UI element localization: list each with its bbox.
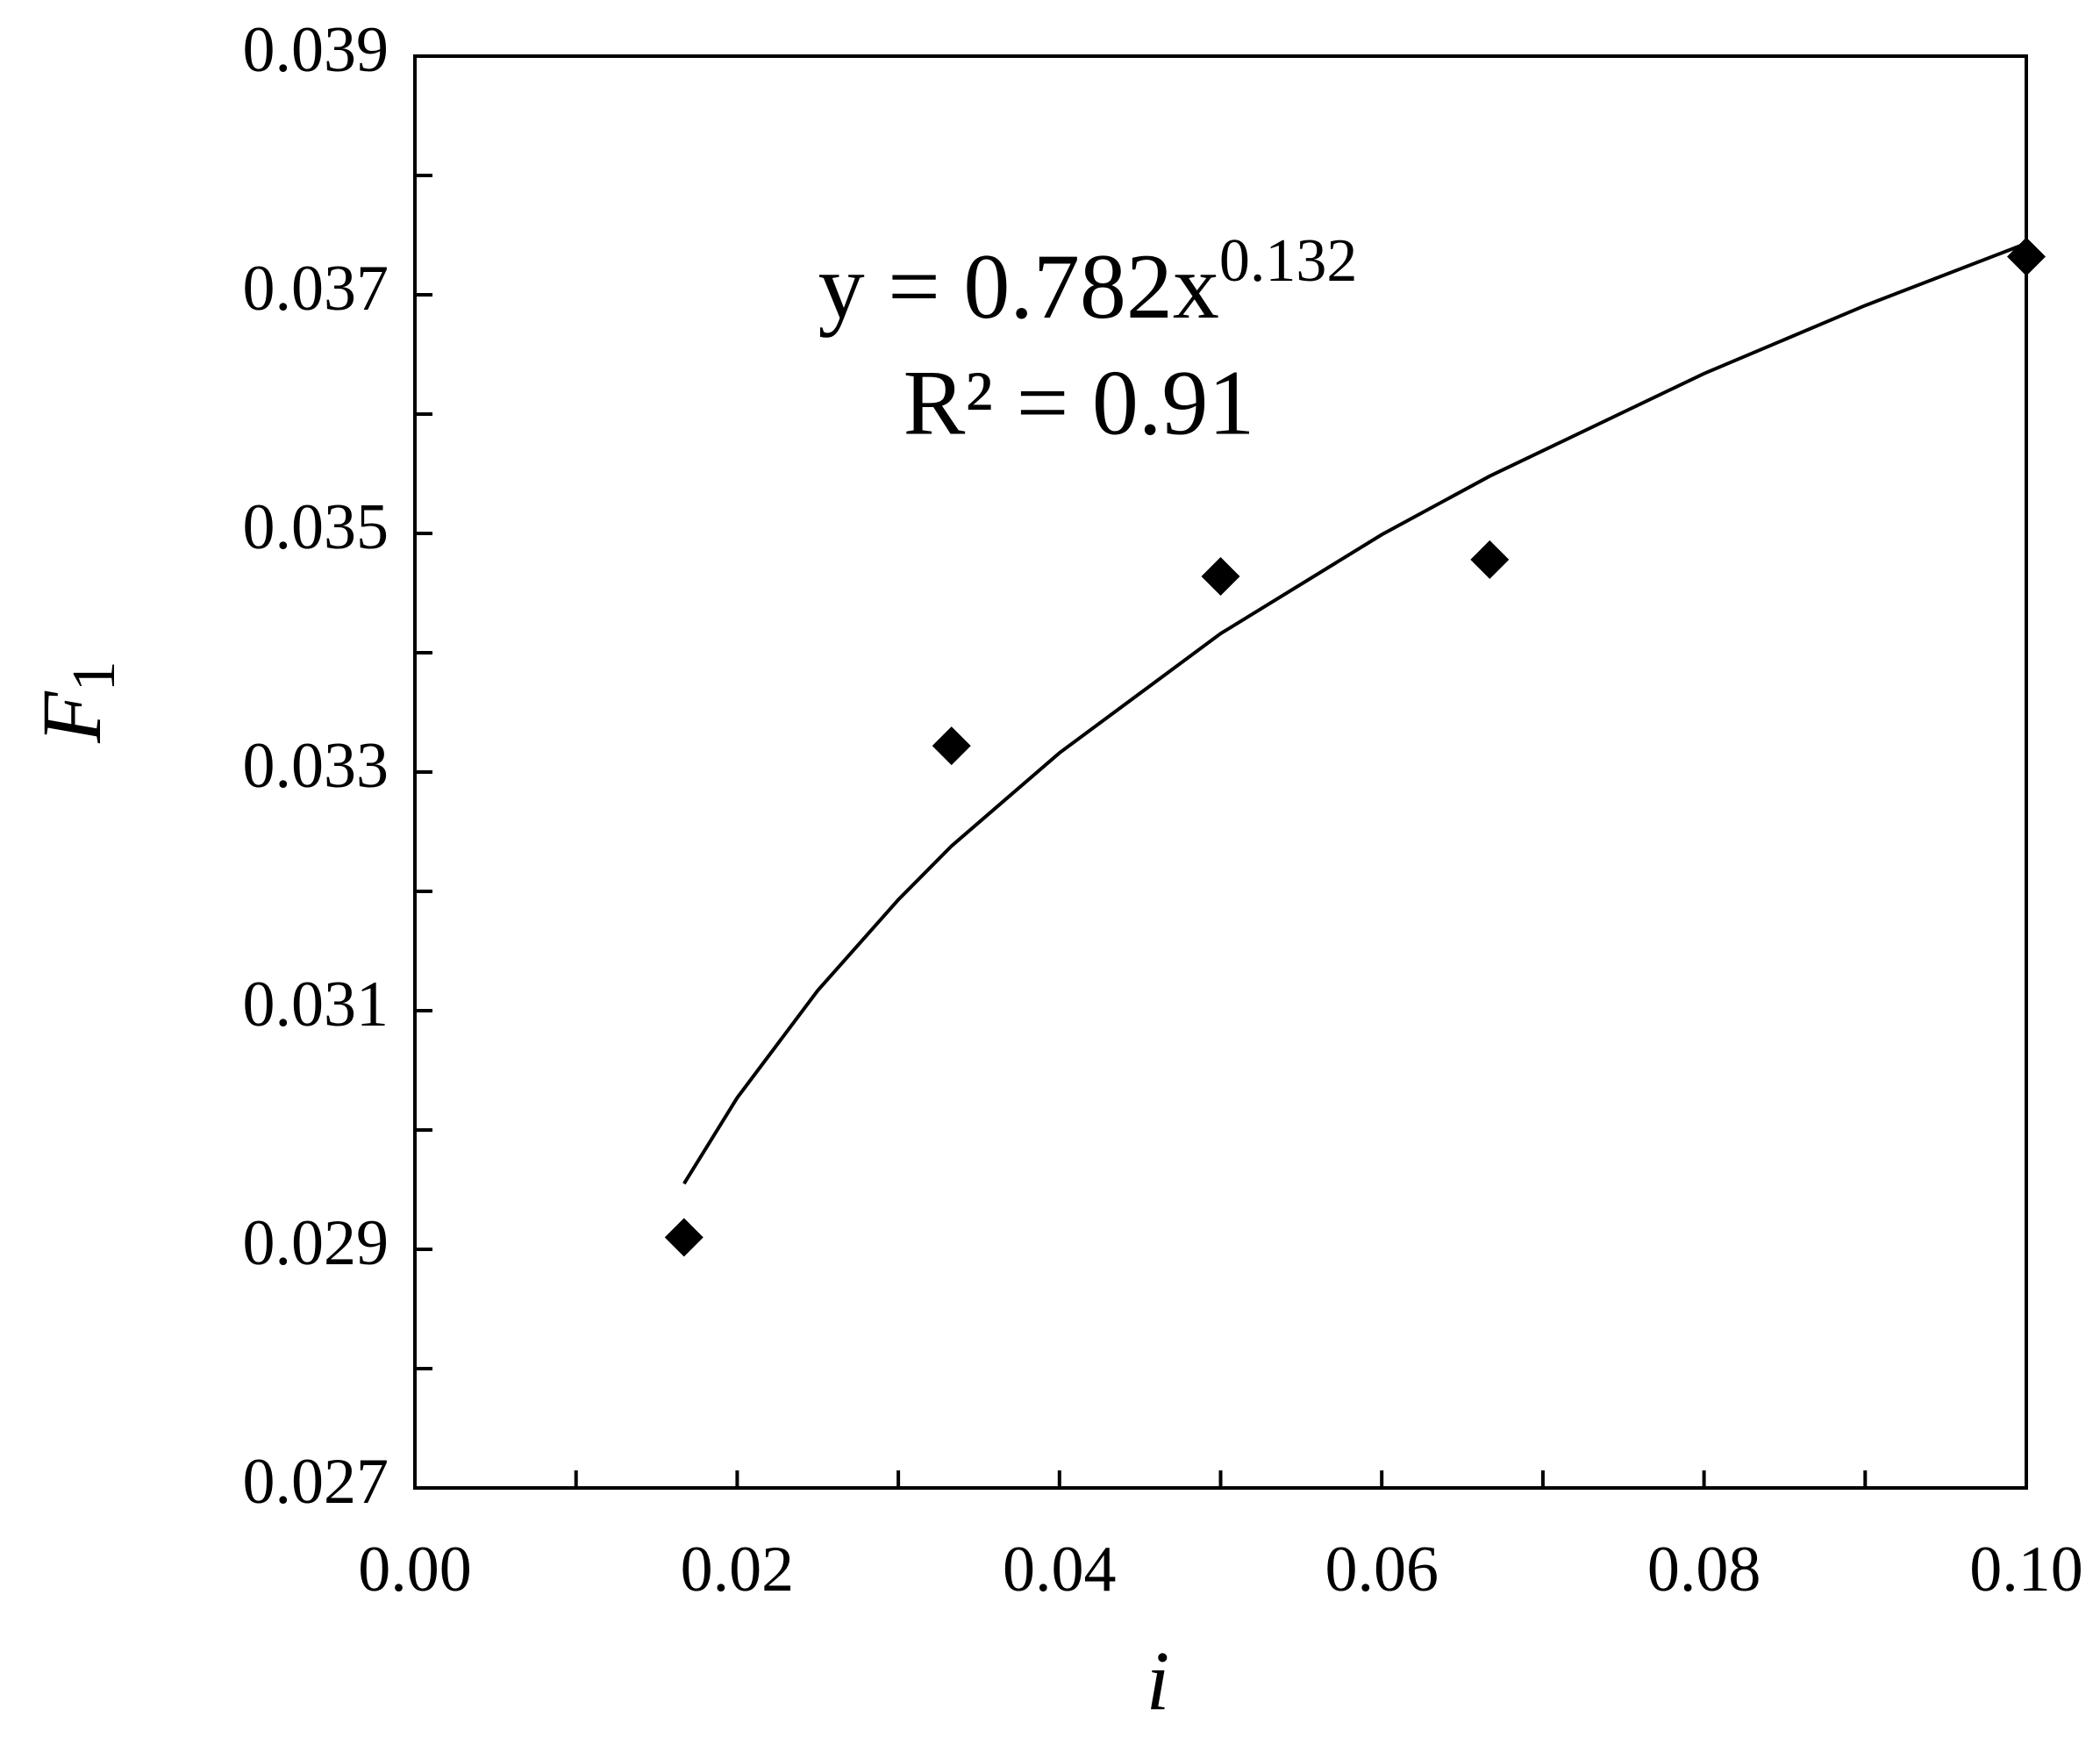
y-tick-label: 0.031 (243, 969, 389, 1041)
y-tick-label: 0.033 (243, 730, 389, 802)
x-tick-label: 0.00 (358, 1534, 472, 1606)
equation-text: y = 0.782x (818, 235, 1219, 338)
r-squared: R² = 0.91 (904, 351, 1255, 454)
x-tick-label: 0.08 (1647, 1534, 1761, 1606)
data-point (1201, 556, 1240, 596)
data-point (664, 1218, 704, 1257)
y-tick-label: 0.035 (243, 491, 389, 563)
y-axis-label-main: F (25, 690, 118, 744)
y-tick-label: 0.037 (243, 253, 389, 325)
x-tick-label: 0.10 (1969, 1534, 2083, 1606)
y-tick-label: 0.029 (243, 1207, 389, 1279)
fit-equation: y = 0.782x0.132 (818, 227, 1358, 338)
y-tick-label: 0.039 (243, 14, 389, 86)
data-point (1470, 540, 1510, 579)
y-axis-label: F1 (25, 661, 128, 744)
y-tick-label: 0.027 (243, 1446, 389, 1518)
x-tick-label: 0.04 (1003, 1534, 1117, 1606)
x-axis-label: i (1146, 1634, 1170, 1727)
equation-exponent: 0.132 (1219, 227, 1358, 295)
data-point (932, 726, 971, 766)
x-tick-label: 0.02 (681, 1534, 795, 1606)
x-tick-label: 0.06 (1325, 1534, 1439, 1606)
y-axis-label-subscript: 1 (61, 661, 128, 691)
data-point (2007, 237, 2046, 276)
fit-curve (682, 241, 2027, 1185)
